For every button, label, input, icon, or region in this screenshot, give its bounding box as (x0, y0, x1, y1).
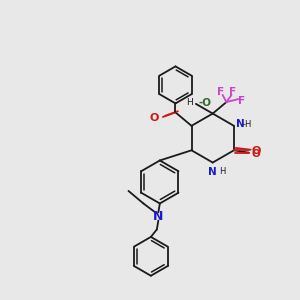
Text: N: N (153, 209, 164, 223)
Text: N: N (208, 167, 217, 177)
Text: N: N (236, 119, 245, 129)
Text: -O: -O (199, 98, 212, 108)
Text: F: F (230, 88, 237, 98)
Text: O: O (251, 146, 261, 157)
Text: O: O (150, 112, 159, 123)
Text: F: F (218, 88, 225, 98)
Text: O: O (252, 149, 261, 159)
Text: H: H (186, 98, 193, 107)
Text: F: F (238, 96, 245, 106)
Text: H: H (219, 167, 226, 176)
Text: -H: -H (243, 120, 252, 129)
